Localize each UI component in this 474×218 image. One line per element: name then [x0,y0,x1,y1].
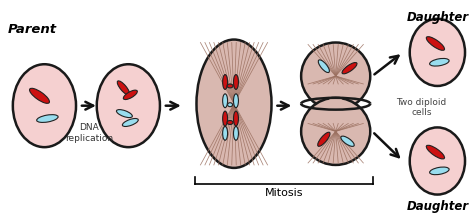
Text: Parent: Parent [8,23,57,36]
Text: Mitosis: Mitosis [264,188,303,198]
Text: Two diploid
cells: Two diploid cells [396,98,447,117]
Ellipse shape [426,37,445,50]
Ellipse shape [234,94,238,108]
Ellipse shape [429,58,449,66]
Ellipse shape [410,19,465,86]
Ellipse shape [227,84,233,88]
Ellipse shape [342,63,357,74]
Ellipse shape [223,126,228,140]
Ellipse shape [341,136,354,146]
Ellipse shape [234,75,238,89]
Ellipse shape [327,98,345,110]
Ellipse shape [36,115,58,123]
Text: Daughter: Daughter [406,11,468,24]
Ellipse shape [117,110,132,118]
Ellipse shape [228,103,233,107]
Ellipse shape [223,94,228,108]
Ellipse shape [301,43,370,110]
Ellipse shape [223,111,228,126]
Ellipse shape [318,60,329,73]
Ellipse shape [122,119,138,126]
Text: DNA
replication: DNA replication [65,123,113,143]
Ellipse shape [197,39,272,168]
Ellipse shape [117,81,129,95]
Ellipse shape [13,64,76,147]
Ellipse shape [97,64,160,147]
Ellipse shape [426,145,445,159]
Text: Daughter: Daughter [406,201,468,213]
Ellipse shape [234,111,238,126]
Ellipse shape [123,90,137,100]
Ellipse shape [234,126,238,140]
Ellipse shape [29,88,49,103]
Ellipse shape [227,121,233,124]
Ellipse shape [318,132,330,146]
Ellipse shape [301,98,370,165]
Ellipse shape [223,75,228,89]
Ellipse shape [410,127,465,194]
Ellipse shape [429,167,449,175]
